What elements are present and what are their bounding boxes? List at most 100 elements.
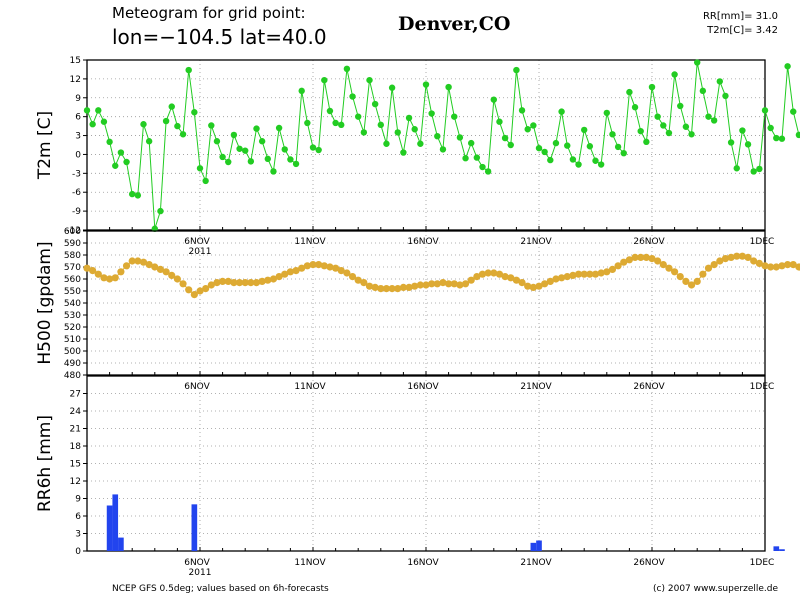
data-point	[196, 287, 204, 295]
data-point	[597, 269, 605, 277]
data-point	[411, 282, 419, 290]
data-point	[529, 283, 537, 291]
y-axis-label: T2m [C]	[35, 111, 55, 180]
y-tick-label: 21	[70, 425, 81, 435]
data-point	[784, 63, 791, 70]
data-point	[377, 121, 384, 129]
data-point	[247, 158, 255, 165]
data-point	[699, 87, 707, 95]
data-point	[784, 261, 792, 269]
data-point	[682, 123, 690, 130]
data-point	[411, 126, 418, 133]
data-point	[100, 274, 108, 282]
data-point	[83, 107, 91, 114]
data-point	[637, 127, 644, 135]
y-axis-label: H500 [gpdam]	[35, 241, 55, 364]
data-point	[94, 270, 102, 278]
y-tick-label: 12	[70, 75, 81, 85]
data-point	[722, 92, 729, 100]
x-tick-label: 26NOV	[633, 382, 665, 392]
x-tick-label: 21NOV	[520, 382, 552, 392]
data-point	[468, 139, 475, 147]
data-point	[394, 285, 402, 293]
data-point	[586, 143, 594, 150]
data-point	[597, 161, 605, 168]
y-tick-label: -3	[72, 169, 81, 179]
y-tick-label: 580	[64, 251, 81, 261]
data-point	[190, 291, 198, 299]
data-point	[648, 83, 656, 91]
data-point	[451, 113, 458, 120]
data-point	[778, 135, 786, 142]
data-point	[761, 107, 769, 114]
data-point	[360, 129, 368, 136]
panel-frame	[86, 375, 766, 552]
x-tick-label: 1DEC	[750, 558, 775, 568]
x-tick-sublabel: 2011	[189, 568, 212, 578]
panel-2	[83, 375, 785, 552]
data-point	[603, 268, 611, 276]
data-point	[563, 273, 571, 281]
data-point	[620, 149, 627, 157]
panel-1	[83, 230, 800, 376]
data-point	[705, 113, 712, 120]
x-tick-label: 1DEC	[750, 237, 775, 247]
data-point	[140, 121, 147, 128]
x-tick-label: 16NOV	[407, 558, 439, 568]
data-point	[552, 139, 560, 147]
data-point	[547, 156, 554, 164]
series-line	[86, 255, 800, 296]
data-point	[687, 281, 696, 289]
data-point	[224, 277, 232, 285]
data-point	[738, 252, 747, 260]
y-tick-label: 0	[75, 150, 81, 160]
data-point	[162, 268, 170, 276]
data-point	[168, 271, 176, 279]
data-point	[326, 263, 334, 271]
data-point	[552, 275, 560, 283]
data-point	[631, 104, 639, 111]
data-point	[168, 103, 175, 110]
y-tick-label: 540	[64, 299, 81, 309]
data-point	[456, 281, 464, 289]
data-point	[360, 279, 368, 287]
y-tick-label: 590	[64, 239, 81, 249]
data-point	[354, 276, 362, 284]
data-point	[292, 267, 300, 275]
data-point	[145, 138, 153, 145]
data-point	[371, 283, 379, 291]
data-point	[269, 275, 278, 283]
precip-bar	[536, 540, 542, 551]
y-tick-label: 6	[75, 512, 81, 522]
data-point	[501, 273, 509, 281]
data-point	[417, 140, 424, 147]
stat-t2m: T2m[C]= 3.42	[703, 24, 778, 38]
data-point	[225, 158, 232, 166]
data-point	[643, 138, 650, 146]
data-point	[546, 277, 554, 285]
data-point	[767, 263, 775, 271]
data-point	[524, 126, 531, 133]
data-point	[671, 268, 679, 276]
data-point	[309, 144, 317, 151]
data-point	[122, 262, 131, 270]
data-point	[535, 282, 543, 290]
data-point	[665, 129, 673, 137]
data-point	[162, 117, 170, 125]
data-point	[100, 118, 108, 125]
data-point	[676, 273, 684, 281]
data-point	[767, 124, 774, 132]
data-point	[654, 113, 661, 120]
data-point	[383, 140, 390, 147]
data-point	[625, 256, 634, 264]
data-point	[405, 283, 413, 291]
data-point	[202, 285, 210, 293]
data-point	[230, 279, 238, 287]
data-point	[484, 168, 492, 175]
data-point	[433, 280, 441, 288]
data-point	[790, 108, 797, 115]
data-point	[185, 66, 192, 74]
data-point	[388, 285, 396, 293]
data-point	[795, 131, 800, 139]
data-point	[569, 271, 577, 279]
